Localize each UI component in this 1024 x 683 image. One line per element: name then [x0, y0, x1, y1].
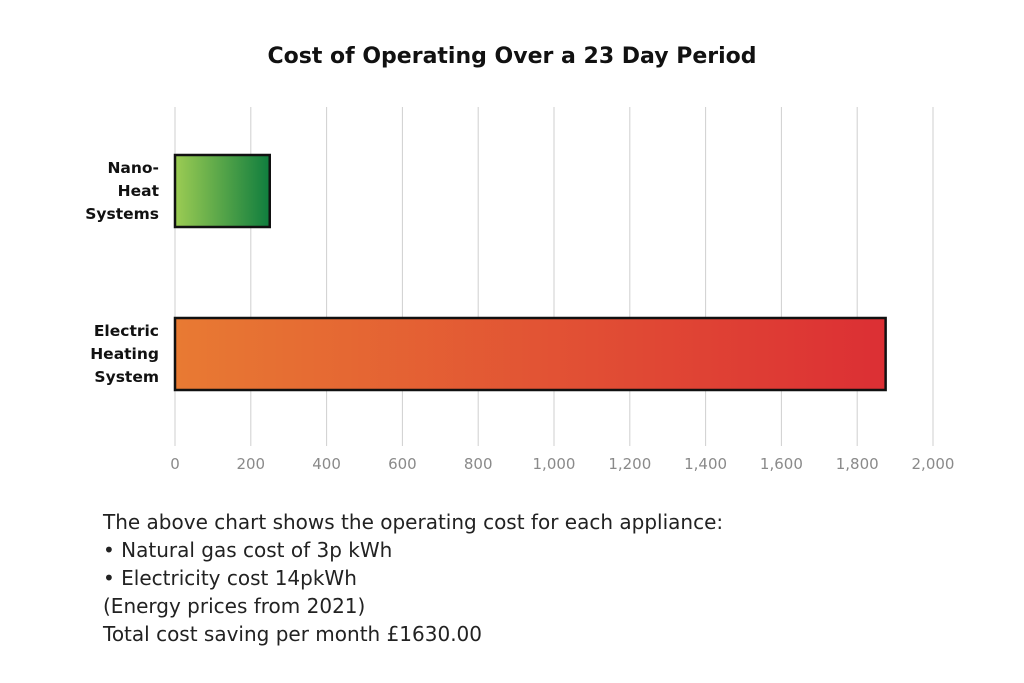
category-label: Electric Heating System — [90, 322, 159, 386]
notes-bullet-electricity: • Electricity cost 14pkWh — [103, 566, 357, 590]
notes-prices-note: (Energy prices from 2021) — [103, 594, 366, 618]
chart-notes: The above chart shows the operating cost… — [103, 508, 963, 648]
x-tick-label: 1,000 — [533, 455, 576, 473]
gridlines — [174, 107, 934, 446]
notes-total-saving: Total cost saving per month £1630.00 — [103, 622, 482, 646]
x-tick-label: 800 — [464, 455, 493, 473]
x-tick-label: 1,800 — [836, 455, 879, 473]
x-tick-label: 600 — [388, 455, 417, 473]
notes-bullet-gas: • Natural gas cost of 3p kWh — [103, 538, 393, 562]
x-tick-label: 1,400 — [684, 455, 727, 473]
notes-intro: The above chart shows the operating cost… — [103, 510, 724, 534]
x-tick-label: 200 — [236, 455, 265, 473]
x-axis-ticks: 0 200 400 600 800 1,000 1,200 1,400 1,600 1,800 2,… — [170, 455, 954, 473]
category-label: Nano-Heat Systems — [85, 159, 159, 223]
x-tick-label: 1,600 — [760, 455, 803, 473]
bar-chart: Cost of Operating Over a 23 Day Period 0… — [85, 44, 954, 473]
x-tick-label: 2,000 — [912, 455, 955, 473]
bar — [173, 153, 271, 229]
x-tick-label: 1,200 — [608, 455, 651, 473]
bar — [173, 316, 887, 392]
category-labels: Nano-Heat Systems Electric Heating System — [85, 159, 159, 386]
bars — [173, 153, 887, 392]
x-tick-label: 400 — [312, 455, 341, 473]
chart-title: Cost of Operating Over a 23 Day Period — [267, 44, 756, 69]
x-tick-label: 0 — [170, 455, 180, 473]
